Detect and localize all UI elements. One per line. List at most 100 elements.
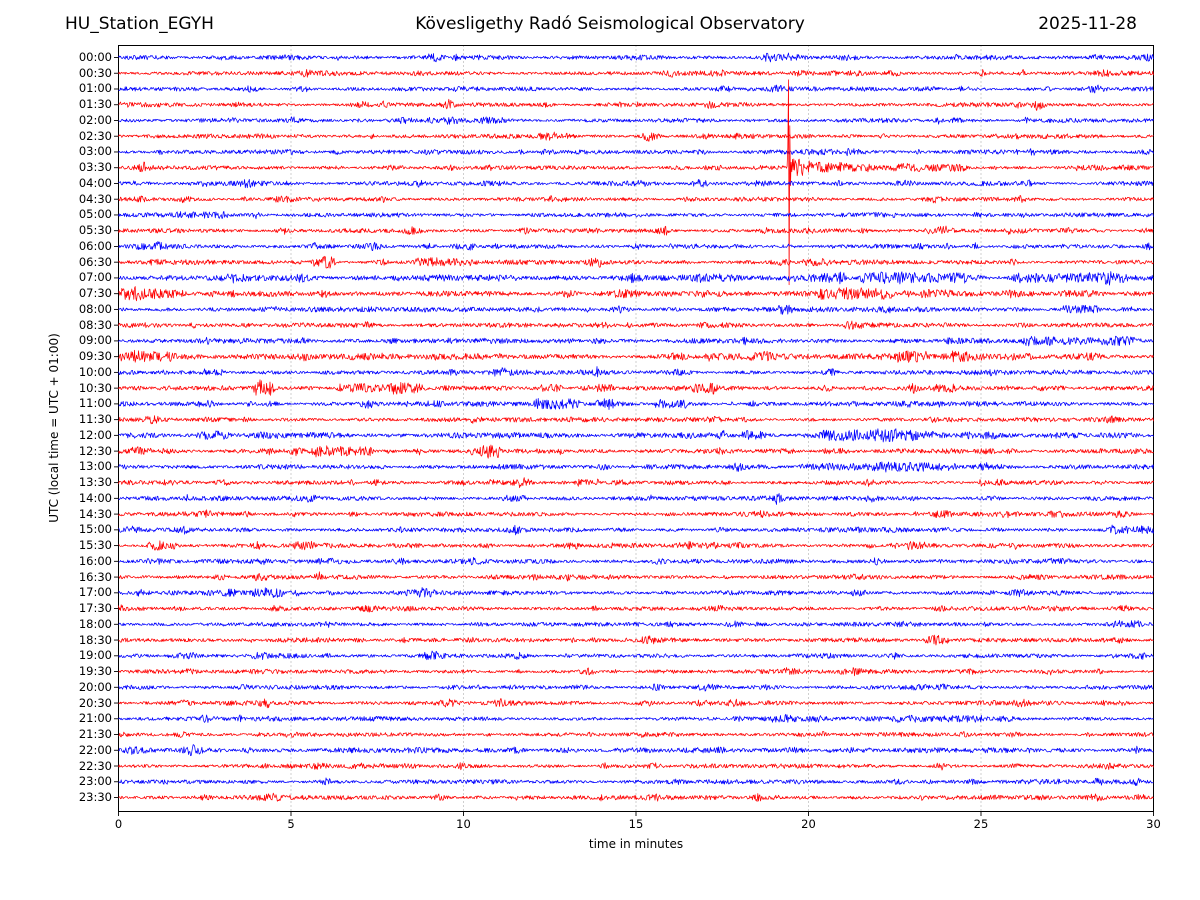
trace-1830 xyxy=(118,634,1154,646)
y-tick-label-1100: 11:00 xyxy=(78,396,112,411)
seismogram-traces xyxy=(118,52,1154,802)
y-tick-label-0300: 03:00 xyxy=(78,144,112,159)
x-tick-label-15: 15 xyxy=(628,817,644,831)
trace-0400 xyxy=(118,179,1154,189)
y-tick-label-1600: 16:00 xyxy=(78,553,112,568)
station-title: HU_Station_EGYH xyxy=(65,14,214,34)
x-tick-label-30: 30 xyxy=(1146,817,1161,831)
y-tick-label-0330: 03:30 xyxy=(78,160,112,175)
y-tick-label-0930: 09:30 xyxy=(78,349,112,364)
y-tick-label-0000: 00:00 xyxy=(78,50,112,64)
y-tick-label-0600: 06:00 xyxy=(78,238,112,253)
trace-1030 xyxy=(118,379,1154,396)
trace-1130 xyxy=(118,415,1154,425)
y-tick-label-0830: 08:30 xyxy=(78,317,112,332)
trace-1400 xyxy=(118,493,1154,505)
trace-2300 xyxy=(118,777,1154,786)
y-axis-title: UTC (local time = UTC + 01:00) xyxy=(47,333,61,523)
y-tick-label-1930: 19:30 xyxy=(78,664,112,679)
trace-0900 xyxy=(118,335,1154,347)
y-tick-label-2330: 23:30 xyxy=(78,790,112,804)
y-tick-label-0800: 08:00 xyxy=(78,301,112,316)
trace-0800 xyxy=(118,304,1154,315)
trace-0230 xyxy=(118,131,1154,142)
trace-2230 xyxy=(118,762,1154,771)
trace-0830 xyxy=(118,320,1154,330)
y-tick-label-1830: 18:30 xyxy=(78,632,112,647)
trace-0000 xyxy=(118,52,1154,63)
trace-1700 xyxy=(118,587,1154,598)
trace-1300 xyxy=(118,461,1154,473)
trace-1600 xyxy=(118,557,1154,566)
y-tick-label-1130: 11:30 xyxy=(78,412,112,427)
trace-2200 xyxy=(118,744,1154,757)
trace-0430 xyxy=(118,195,1154,204)
trace-1430 xyxy=(118,509,1154,519)
trace-2030 xyxy=(118,698,1154,709)
trace-0200 xyxy=(118,116,1154,125)
x-tick-label-0: 0 xyxy=(114,817,123,831)
y-tick-label-1630: 16:30 xyxy=(78,569,112,584)
x-tick-label-25: 25 xyxy=(973,817,989,831)
trace-0630 xyxy=(118,255,1154,269)
observatory-title: Kövesligethy Radó Seismological Observat… xyxy=(415,14,805,34)
trace-1500 xyxy=(118,524,1154,536)
trace-0530 xyxy=(118,225,1154,236)
trace-1730 xyxy=(118,604,1154,613)
trace-1330 xyxy=(118,477,1154,489)
y-tick-label-0400: 04:00 xyxy=(78,175,112,190)
x-tick-label-10: 10 xyxy=(456,817,471,831)
y-tick-label-1530: 15:30 xyxy=(78,538,112,553)
trace-1100 xyxy=(118,398,1154,410)
date-title: 2025-11-28 xyxy=(1038,14,1137,34)
trace-1530 xyxy=(118,540,1154,551)
y-tick-label-0730: 07:30 xyxy=(78,286,112,301)
y-tick-label-1230: 12:30 xyxy=(78,443,112,458)
trace-2130 xyxy=(118,731,1154,738)
trace-0930 xyxy=(118,349,1154,363)
y-tick-label-0500: 05:00 xyxy=(78,207,112,222)
y-tick-label-1300: 13:00 xyxy=(78,459,112,474)
trace-0100 xyxy=(118,84,1154,94)
plot-border xyxy=(118,45,1154,812)
trace-0730 xyxy=(118,286,1154,302)
trace-1800 xyxy=(118,620,1154,628)
y-tick-label-1900: 19:00 xyxy=(78,648,112,663)
trace-1230 xyxy=(118,444,1154,459)
y-tick-label-1330: 13:30 xyxy=(78,475,112,490)
y-tick-label-0630: 06:30 xyxy=(78,254,112,269)
x-tick-label-5: 5 xyxy=(287,817,295,831)
y-tick-label-1730: 17:30 xyxy=(78,601,112,616)
y-tick-label-2100: 21:00 xyxy=(78,711,112,726)
y-tick-label-0430: 04:30 xyxy=(78,191,112,206)
y-tick-label-0030: 00:30 xyxy=(78,65,112,80)
trace-0330 xyxy=(118,79,1154,286)
y-tick-label-2130: 21:30 xyxy=(78,727,112,742)
x-tick-label-20: 20 xyxy=(801,817,816,831)
trace-0130 xyxy=(118,98,1154,111)
y-tick-label-1030: 10:30 xyxy=(78,380,112,395)
y-tick-label-2200: 22:00 xyxy=(78,742,112,757)
trace-0600 xyxy=(118,241,1154,251)
y-tick-label-0530: 05:30 xyxy=(78,223,112,238)
trace-1630 xyxy=(118,571,1154,582)
trace-1930 xyxy=(118,667,1154,677)
trace-1200 xyxy=(118,428,1154,443)
trace-1000 xyxy=(118,366,1154,378)
trace-2100 xyxy=(118,713,1154,724)
y-tick-label-2300: 23:00 xyxy=(78,774,112,789)
y-tick-label-1500: 15:00 xyxy=(78,522,112,537)
y-tick-label-0700: 07:00 xyxy=(78,270,112,285)
y-tick-label-1000: 10:00 xyxy=(78,364,112,379)
y-tick-label-0100: 01:00 xyxy=(78,81,112,96)
y-tick-label-1400: 14:00 xyxy=(78,490,112,505)
trace-0700 xyxy=(118,271,1154,286)
y-tick-label-2030: 20:30 xyxy=(78,695,112,710)
x-axis-title: time in minutes xyxy=(588,837,684,851)
y-tick-label-2000: 20:00 xyxy=(78,679,112,694)
y-tick-label-0230: 02:30 xyxy=(78,128,112,143)
trace-0500 xyxy=(118,211,1154,220)
y-tick-label-1430: 14:30 xyxy=(78,506,112,521)
